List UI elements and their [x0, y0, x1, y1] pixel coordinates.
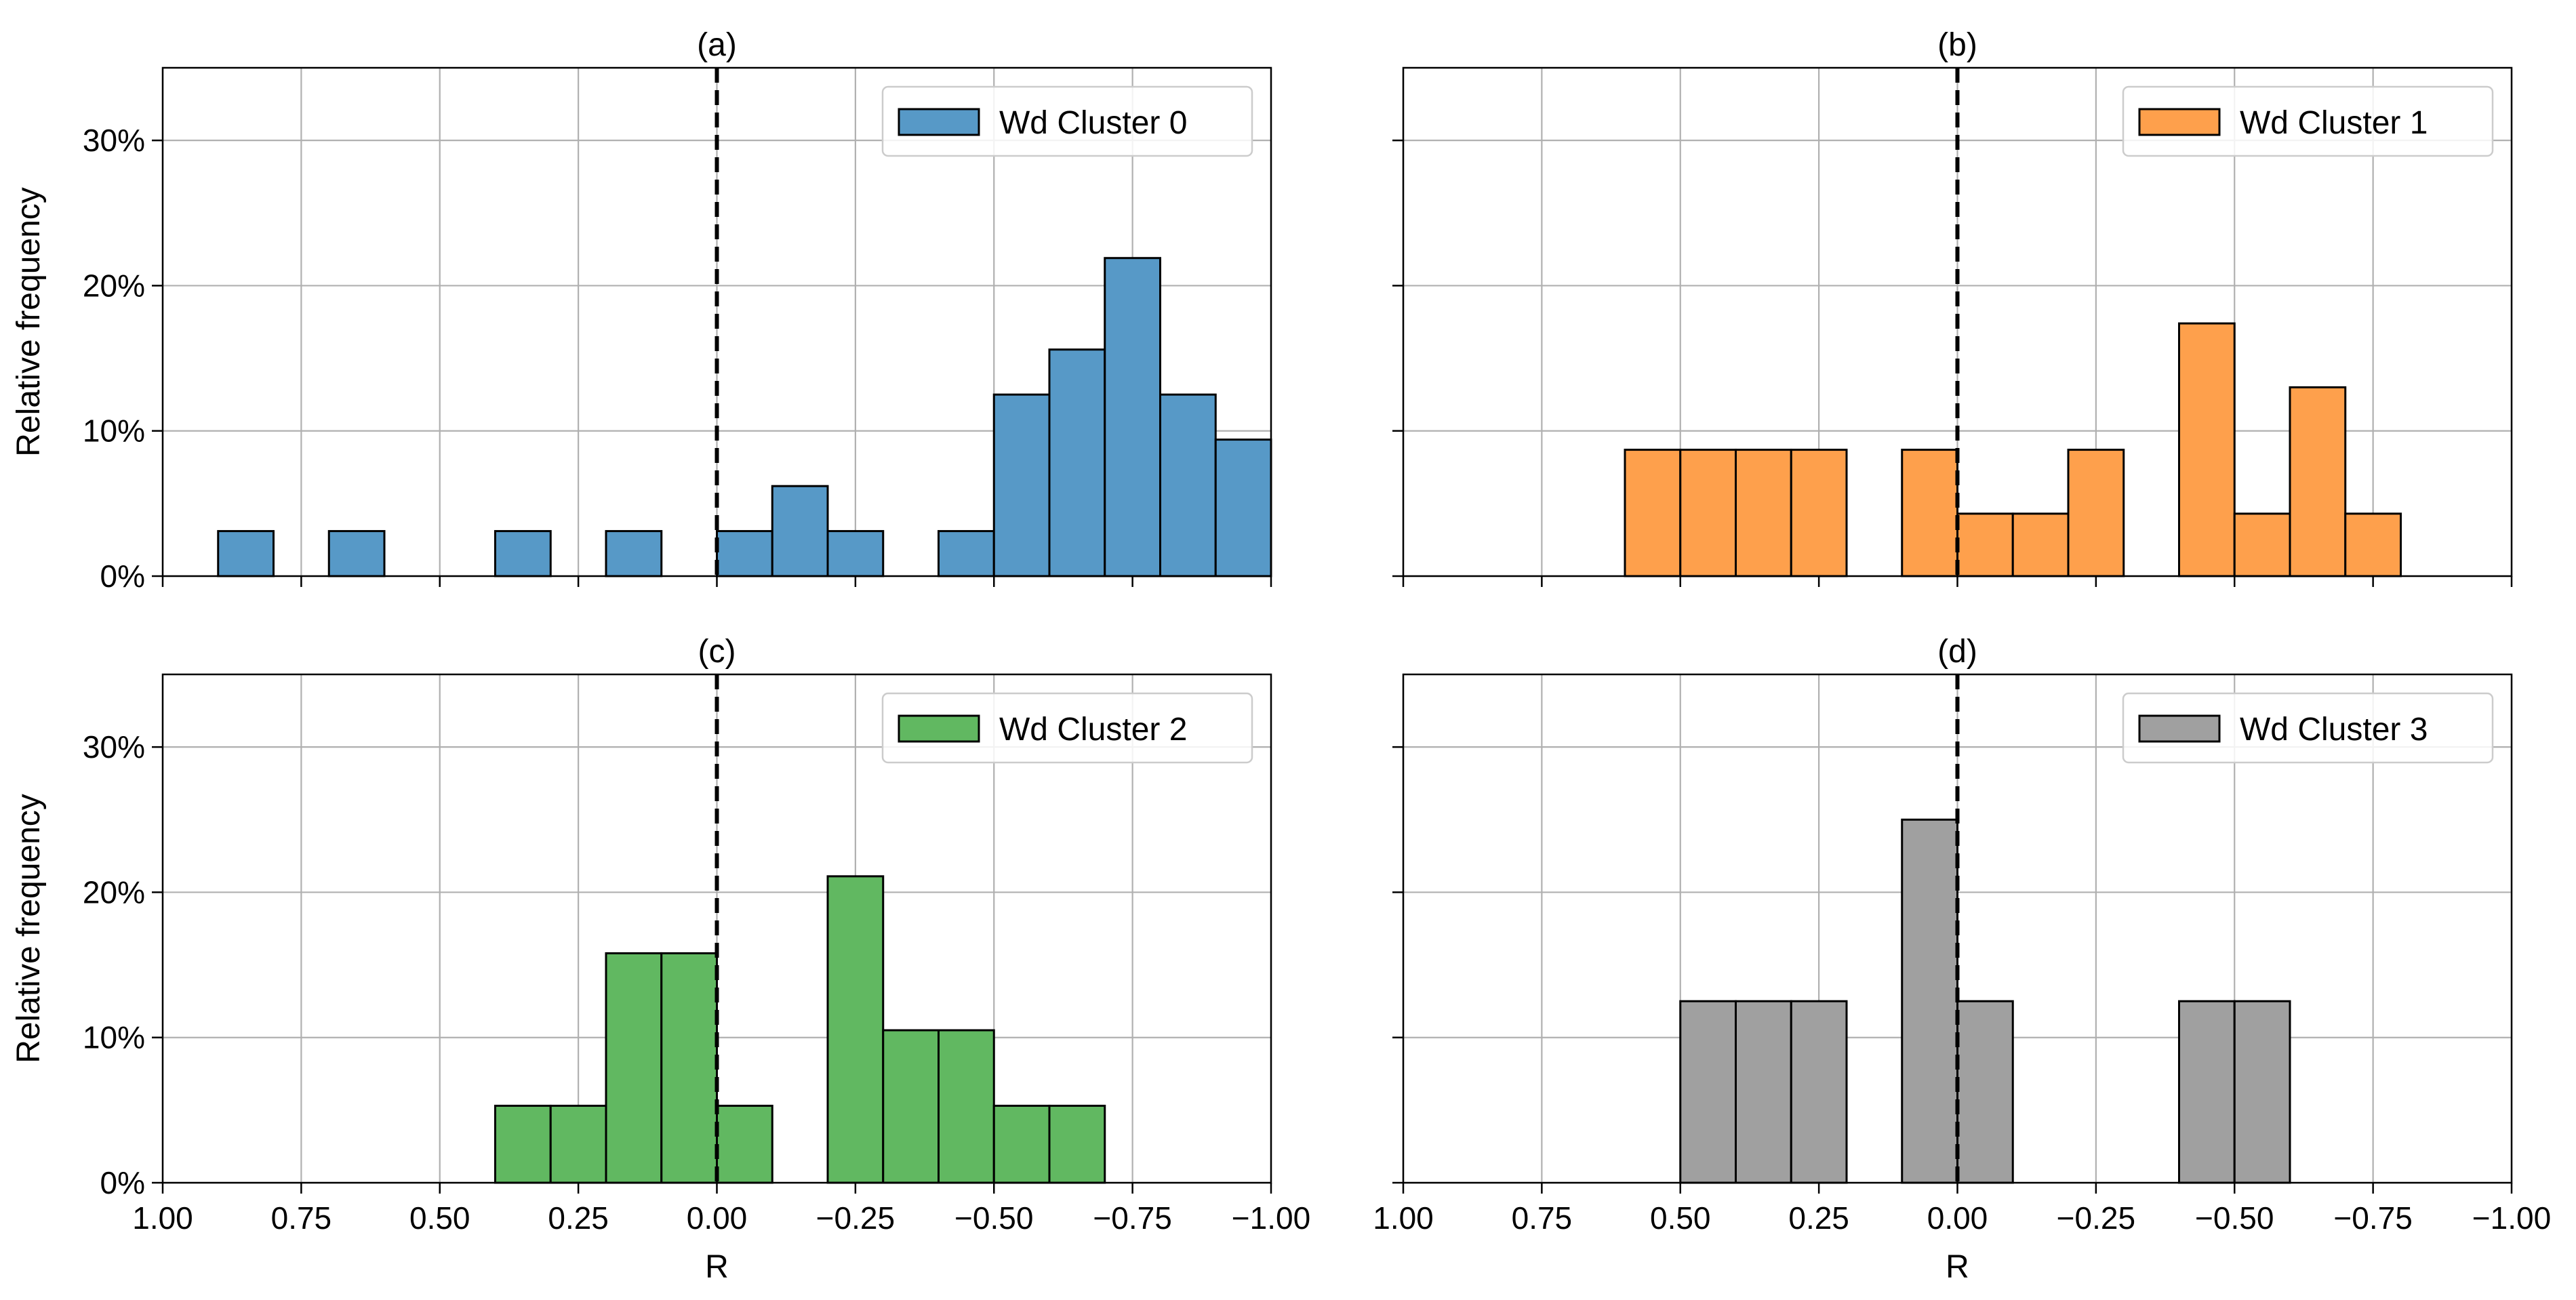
histogram-bar	[938, 530, 995, 577]
histogram-bar	[327, 530, 386, 577]
legend-swatch	[898, 108, 980, 136]
x-tick-label: 0.75	[271, 1200, 332, 1236]
histogram-bar	[1901, 449, 1958, 577]
histogram-bar	[1679, 1000, 1737, 1184]
legend-swatch	[2138, 108, 2221, 136]
panel-title: (a)	[697, 27, 737, 63]
histogram-bar	[2011, 512, 2070, 577]
legend-box	[881, 85, 1253, 157]
histogram-bar	[1956, 512, 2014, 577]
histogram-bar	[2178, 322, 2236, 577]
histogram-bar	[1790, 449, 1848, 577]
panel-2: (b) Wd Cluster 1	[1392, 27, 2513, 587]
histogram-bar	[882, 1029, 940, 1184]
histogram-bar	[1159, 393, 1217, 577]
x-tick-label: −0.75	[2333, 1200, 2412, 1236]
histogram-bar	[605, 530, 663, 577]
x-tick-label: −0.50	[954, 1200, 1033, 1236]
y-axis-label: Relative frequency	[11, 794, 47, 1063]
histogram-bar	[605, 952, 663, 1184]
legend-box	[881, 692, 1253, 764]
legend: Wd Cluster 2	[881, 692, 1253, 764]
y-axis-label: Relative frequency	[11, 187, 47, 457]
x-tick-label: 0.50	[409, 1200, 470, 1236]
legend-swatch	[898, 714, 980, 743]
x-tick-label: 0.50	[1650, 1200, 1711, 1236]
histogram-bar	[1048, 1104, 1106, 1184]
legend-swatch	[2138, 714, 2221, 743]
y-tick-label: 10%	[83, 1020, 145, 1055]
x-tick-label: −1.00	[2472, 1200, 2551, 1236]
y-tick-label: 30%	[83, 123, 145, 158]
legend: Wd Cluster 3	[2122, 692, 2494, 764]
panel-title: (b)	[1937, 27, 1977, 63]
panel-4: 1.00 0.75 0.50 0.25 0.00 −0.25 −0.50 −0.75 −1.00…	[1373, 634, 2551, 1285]
histogram-bar	[992, 393, 1051, 577]
x-tick-label: −0.50	[2195, 1200, 2274, 1236]
y-tick-label: 10%	[83, 413, 145, 449]
histogram-bar	[217, 530, 275, 577]
histogram-bar	[2344, 512, 2402, 577]
panel-title: (d)	[1937, 634, 1977, 670]
legend-box	[2122, 85, 2494, 157]
histogram-bar	[771, 485, 829, 577]
x-tick-label: 0.75	[1512, 1200, 1573, 1236]
histogram-bar	[494, 530, 552, 577]
x-tick-label: 0.00	[1927, 1200, 1988, 1236]
histogram-bar	[1048, 348, 1106, 577]
histogram-bar	[1901, 818, 1958, 1184]
x-tick-label: −0.25	[816, 1200, 895, 1236]
histogram-bar	[938, 1029, 995, 1184]
panel-3: 0% 10% 20% 30% 1.00 0.75 0.50 0.25 0.00 −0.25 −0.5…	[11, 634, 1310, 1285]
y-tick-label: 30%	[83, 729, 145, 765]
x-tick-label: −0.25	[2057, 1200, 2135, 1236]
x-tick-label: 1.00	[1373, 1200, 1434, 1236]
histogram-bar	[992, 1104, 1051, 1184]
x-tick-label: 0.00	[687, 1200, 748, 1236]
histogram-bar	[716, 1104, 773, 1184]
y-tick-label: 0%	[100, 558, 145, 594]
histogram-bar	[1214, 439, 1272, 577]
x-tick-label: 0.25	[548, 1200, 609, 1236]
y-tick-label: 20%	[83, 874, 145, 910]
x-tick-label: 1.00	[132, 1200, 193, 1236]
panel-title: (c)	[698, 634, 736, 670]
legend-label: Wd Cluster 3	[2240, 712, 2428, 748]
y-tick-label: 0%	[100, 1165, 145, 1200]
histogram-bar	[549, 1104, 607, 1184]
histogram-bar	[826, 875, 885, 1184]
x-tick-label: 0.25	[1788, 1200, 1849, 1236]
panel-1: 0% 10% 20% 30% (a) Relative frequency Wd Clust…	[11, 27, 1272, 594]
legend: Wd Cluster 1	[2122, 85, 2494, 157]
histogram-bar	[2233, 1000, 2291, 1184]
histogram-bar	[1624, 449, 1682, 577]
histogram-bar	[1735, 449, 1792, 577]
legend: Wd Cluster 0	[881, 85, 1253, 157]
x-axis-label: R	[1946, 1249, 1969, 1285]
histogram-bar	[716, 530, 773, 577]
histogram-bar	[1956, 1000, 2014, 1184]
histogram-bar	[2289, 386, 2347, 577]
histogram-bar	[494, 1104, 552, 1184]
histogram-bar	[660, 952, 718, 1184]
histogram-bar	[2067, 449, 2125, 577]
histogram-bar	[1735, 1000, 1792, 1184]
histogram-bar	[2233, 512, 2291, 577]
legend-label: Wd Cluster 0	[999, 105, 1187, 141]
histogram-bar	[2178, 1000, 2236, 1184]
legend-label: Wd Cluster 1	[2240, 105, 2428, 141]
legend-label: Wd Cluster 2	[999, 712, 1187, 748]
y-tick-label: 20%	[83, 268, 145, 303]
x-tick-label: −1.00	[1232, 1200, 1310, 1236]
x-tick-label: −0.75	[1093, 1200, 1171, 1236]
legend-box	[2122, 692, 2494, 764]
histogram-bar	[826, 530, 885, 577]
x-axis-label: R	[705, 1249, 729, 1285]
histogram-bar	[1679, 449, 1737, 577]
histogram-bar	[1790, 1000, 1848, 1184]
histogram-bar	[1104, 257, 1161, 577]
